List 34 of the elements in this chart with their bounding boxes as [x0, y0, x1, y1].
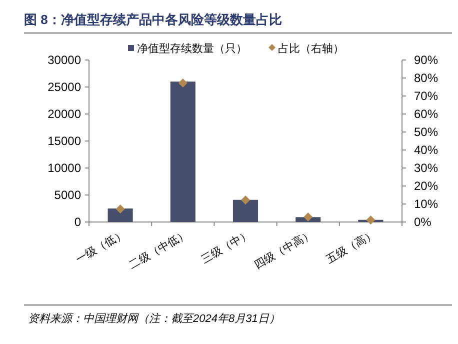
bar — [170, 82, 196, 222]
x-tick-label: 五级（高） — [324, 227, 378, 266]
y2-tick-label: 30% — [414, 161, 438, 175]
y2-tick-label: 20% — [414, 179, 438, 193]
y-tick-label: 5000 — [54, 188, 82, 202]
bar — [232, 200, 258, 222]
text: 资料来源：中国理财网（注：截至2024年8月31日） — [28, 312, 280, 325]
x-tick-label: 三级（中） — [198, 227, 253, 266]
point — [304, 212, 313, 222]
y2-tick-label: 0% — [414, 215, 432, 229]
y2-tick-label: 90% — [414, 53, 438, 67]
point — [116, 204, 125, 214]
legend-label: 净值型存续数量（只） — [137, 42, 247, 55]
y-tick-label: 10000 — [48, 161, 82, 175]
point — [241, 196, 250, 205]
y2-tick-label: 40% — [414, 143, 438, 157]
y2-tick-label: 60% — [414, 107, 438, 121]
bar — [108, 208, 133, 222]
legend-label: 占比（右轴） — [278, 42, 344, 55]
chart-title: 图 8：净值型存续产品中各风险等级数量占比 — [24, 12, 282, 27]
y2-tick-label: 50% — [414, 125, 438, 139]
y-tick-label: 30000 — [48, 53, 82, 67]
y2-tick-label: 70% — [414, 89, 438, 103]
y-tick-label: 15000 — [48, 134, 82, 148]
point — [178, 78, 188, 88]
point — [366, 216, 376, 225]
y-tick-label: 0 — [74, 215, 82, 229]
x-tick-label: 一级（低） — [74, 228, 128, 266]
y2-tick-label: 10% — [414, 197, 438, 211]
y-tick-label: 20000 — [48, 107, 82, 121]
x-tick-label: 四级（中高） — [252, 227, 316, 272]
y2-tick-label: 80% — [414, 71, 438, 85]
y-tick-label: 25000 — [48, 80, 82, 94]
x-tick-label: 二级（中低） — [126, 227, 190, 272]
